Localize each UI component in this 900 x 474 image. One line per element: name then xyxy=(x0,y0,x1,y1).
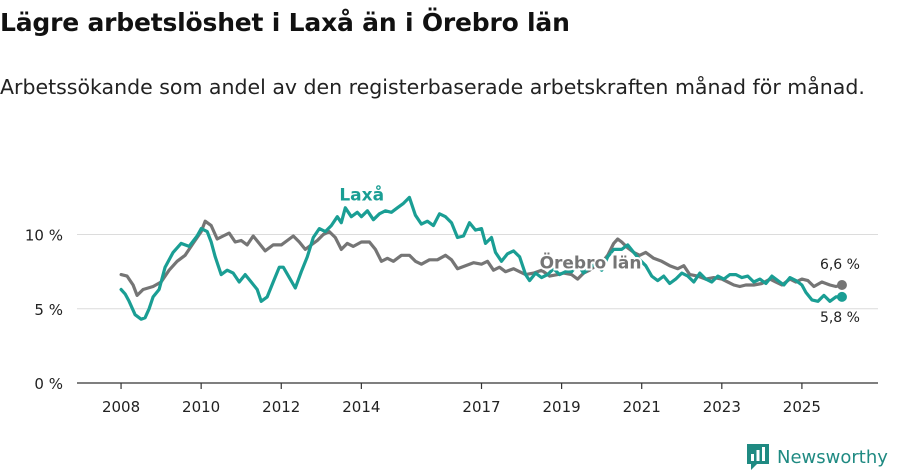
orebro-end-value-label: 6,6 % xyxy=(820,257,860,273)
brand-name: Newsworthy xyxy=(777,446,888,468)
x-tick-label: 2014 xyxy=(342,398,380,416)
series-labels: Laxå Örebro län 5,8 % 6,6 % xyxy=(338,182,860,326)
orebro-series-label: Örebro län xyxy=(540,252,642,274)
x-tick-label: 2008 xyxy=(102,398,140,416)
laxa-end-point xyxy=(836,291,847,302)
chart-subtitle: Arbetssökande som andel av den registerb… xyxy=(0,75,865,99)
gridlines xyxy=(77,234,878,310)
x-tick-label: 2012 xyxy=(262,398,300,416)
chart-title: Lägre arbetslöshet i Laxå än i Örebro lä… xyxy=(0,8,570,37)
y-axis: 0 % 5 % 10 % xyxy=(25,227,63,393)
x-tick-label: 2023 xyxy=(703,398,741,416)
laxa-series-line xyxy=(119,195,844,321)
x-tick-label: 2017 xyxy=(462,398,500,416)
x-tick-label: 2025 xyxy=(783,398,821,416)
y-tick-label: 10 % xyxy=(25,227,63,245)
orebro-end-point xyxy=(836,280,847,291)
y-tick-label: 5 % xyxy=(34,301,63,319)
x-tick-label: 2019 xyxy=(543,398,581,416)
x-tick-label: 2010 xyxy=(182,398,220,416)
laxa-series-label: Laxå xyxy=(339,183,384,205)
y-tick-label: 0 % xyxy=(34,375,63,393)
series-lines xyxy=(119,195,847,321)
x-axis: 2008 2010 2012 2014 2017 2019 2021 2023 2025 xyxy=(102,383,821,416)
newsworthy-logo-icon xyxy=(747,444,769,470)
newsworthy-brand[interactable]: Newsworthy xyxy=(745,442,888,472)
laxa-end-value-label: 5,8 % xyxy=(820,310,860,326)
x-tick-label: 2021 xyxy=(623,398,661,416)
